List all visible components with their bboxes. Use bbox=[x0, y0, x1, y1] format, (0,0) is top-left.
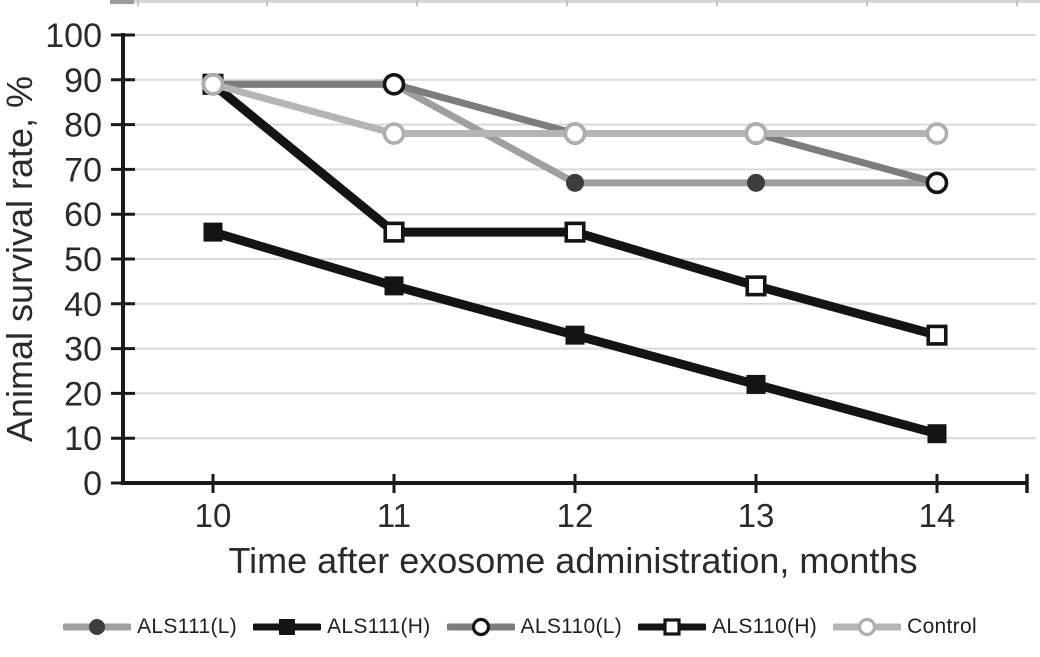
marker-circle-open bbox=[382, 122, 406, 145]
legend-item-control: Control bbox=[833, 615, 977, 639]
chart-area: 0 10 20 30 40 50 60 70 80 90 100 10 11 12 13 14 Animal … bbox=[0, 17, 1036, 581]
table-column-tick bbox=[416, 0, 418, 6]
x-tick-label: 14 bbox=[919, 497, 956, 534]
y-tick-label: 30 bbox=[64, 331, 102, 369]
marker-circle-open bbox=[744, 122, 768, 145]
legend-marker-square-filled bbox=[279, 619, 296, 635]
legend-marker-circle-filled bbox=[89, 619, 106, 635]
y-tick-label: 80 bbox=[64, 107, 102, 145]
marker-circle-open bbox=[563, 122, 587, 145]
cropped-table-bottom-border bbox=[110, 0, 1040, 6]
legend-swatch-circle-filled bbox=[63, 619, 132, 635]
legend-item-als110h: ALS110(H) bbox=[638, 615, 817, 639]
y-tick-label: 60 bbox=[64, 196, 102, 234]
table-column-tick bbox=[566, 0, 568, 6]
marker-circle-filled bbox=[566, 173, 584, 192]
tick-labels: 0 10 20 30 40 50 60 70 80 90 100 10 11 12 13 14 bbox=[45, 17, 955, 534]
y-tick-label: 50 bbox=[64, 241, 102, 279]
legend-item-als111l: ALS111(L) bbox=[63, 615, 237, 639]
series-layer bbox=[201, 72, 949, 444]
table-column-tick bbox=[1016, 0, 1018, 6]
marker-circle-open bbox=[382, 72, 406, 96]
series-als111h bbox=[203, 222, 947, 444]
marker-square-filled bbox=[746, 374, 766, 394]
marker-square-open bbox=[745, 275, 767, 297]
survival-line-chart: 0 10 20 30 40 50 60 70 80 90 100 10 11 12 13 14 Animal … bbox=[0, 17, 1036, 581]
x-axis-title: Time after exosome administration, month… bbox=[229, 540, 918, 581]
y-tick-label: 0 bbox=[83, 465, 102, 503]
legend-label: Control bbox=[907, 615, 977, 638]
table-column-tick bbox=[866, 0, 868, 6]
legend-label: ALS111(H) bbox=[327, 615, 431, 638]
y-tick-label: 70 bbox=[64, 151, 102, 189]
y-tick-label: 10 bbox=[64, 420, 102, 458]
marker-square-filled bbox=[565, 325, 585, 345]
table-column-tick bbox=[716, 0, 718, 6]
legend-label: ALS110(H) bbox=[712, 615, 818, 638]
series-control bbox=[201, 72, 949, 145]
marker-circle-open bbox=[201, 72, 225, 96]
legend-swatch-circle-open bbox=[446, 617, 515, 637]
y-tick-label: 100 bbox=[45, 17, 102, 55]
x-tick-label: 12 bbox=[557, 497, 594, 534]
series-line bbox=[208, 79, 942, 340]
legend-label: ALS111(L) bbox=[137, 615, 238, 638]
legend-swatch-square-open bbox=[638, 618, 707, 636]
legend-label: ALS110(L) bbox=[520, 615, 623, 638]
marker-circle-open bbox=[925, 171, 949, 195]
table-column-tick bbox=[137, 0, 139, 6]
y-axis-title: Animal survival rate, % bbox=[0, 76, 40, 442]
legend-marker-square-open bbox=[663, 618, 681, 636]
marker-square-filled bbox=[927, 424, 947, 444]
marker-square-open bbox=[926, 324, 948, 346]
marker-square-open bbox=[564, 221, 586, 243]
marker-circle-filled bbox=[747, 173, 765, 192]
marker-square-filled bbox=[203, 222, 223, 242]
table-border-dark-segment bbox=[110, 0, 134, 4]
marker-circle-open bbox=[925, 122, 949, 145]
legend-marker-circle-open bbox=[471, 617, 490, 637]
x-tick-label: 11 bbox=[377, 497, 411, 534]
legend-item-als110l: ALS110(L) bbox=[446, 615, 623, 639]
legend: ALS111(L) ALS111(H) ALS110(L) ALS110(H) Cont… bbox=[0, 604, 1040, 650]
axes bbox=[111, 33, 1029, 493]
y-tick-label: 90 bbox=[64, 62, 102, 100]
legend-swatch-circle-open bbox=[833, 617, 902, 637]
x-tick-label: 13 bbox=[738, 497, 775, 534]
legend-marker-circle-open bbox=[858, 617, 877, 637]
marker-square-filled bbox=[384, 276, 404, 296]
y-tick-label: 40 bbox=[64, 286, 102, 324]
table-column-tick bbox=[266, 0, 268, 6]
marker-square-open bbox=[383, 221, 405, 243]
legend-item-als111h: ALS111(H) bbox=[253, 615, 430, 639]
x-tick-label: 10 bbox=[195, 497, 232, 534]
y-tick-label: 20 bbox=[64, 375, 102, 413]
legend-swatch-square-filled bbox=[253, 619, 322, 635]
